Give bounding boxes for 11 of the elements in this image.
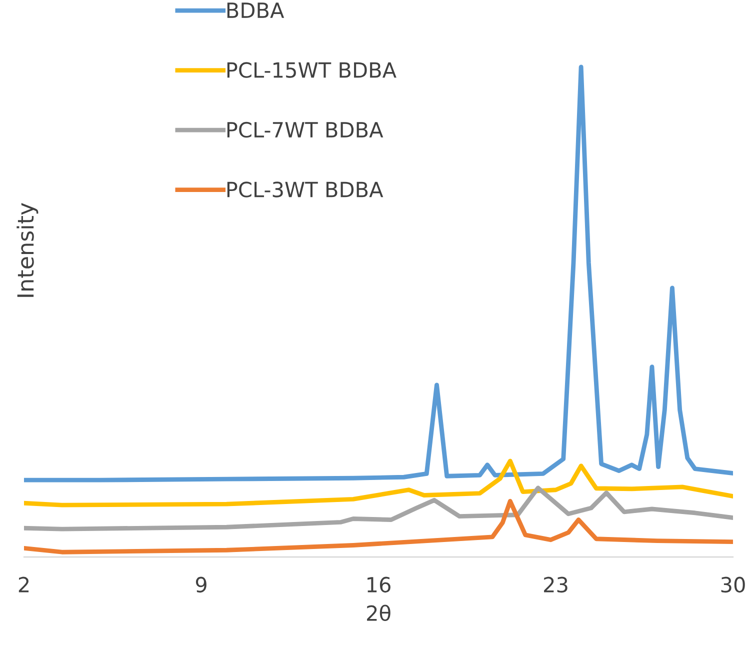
x-tick-label: 9	[196, 576, 206, 593]
x-axis-title: 2θ	[367, 604, 390, 622]
y-axis-title: Intensity	[16, 202, 38, 297]
x-tick-label: 30	[721, 576, 745, 593]
x-tick-label: 23	[544, 576, 568, 593]
x-tick-label: 16	[368, 576, 390, 593]
legend-label: PCL-3WT BDBA	[227, 182, 384, 198]
legend-label: PCL-15WT BDBA	[227, 62, 396, 78]
legend-label: PCL-7WT BDBA	[227, 122, 384, 138]
x-tick-label: 2	[18, 576, 29, 592]
legend-label: BDBA	[227, 2, 284, 18]
